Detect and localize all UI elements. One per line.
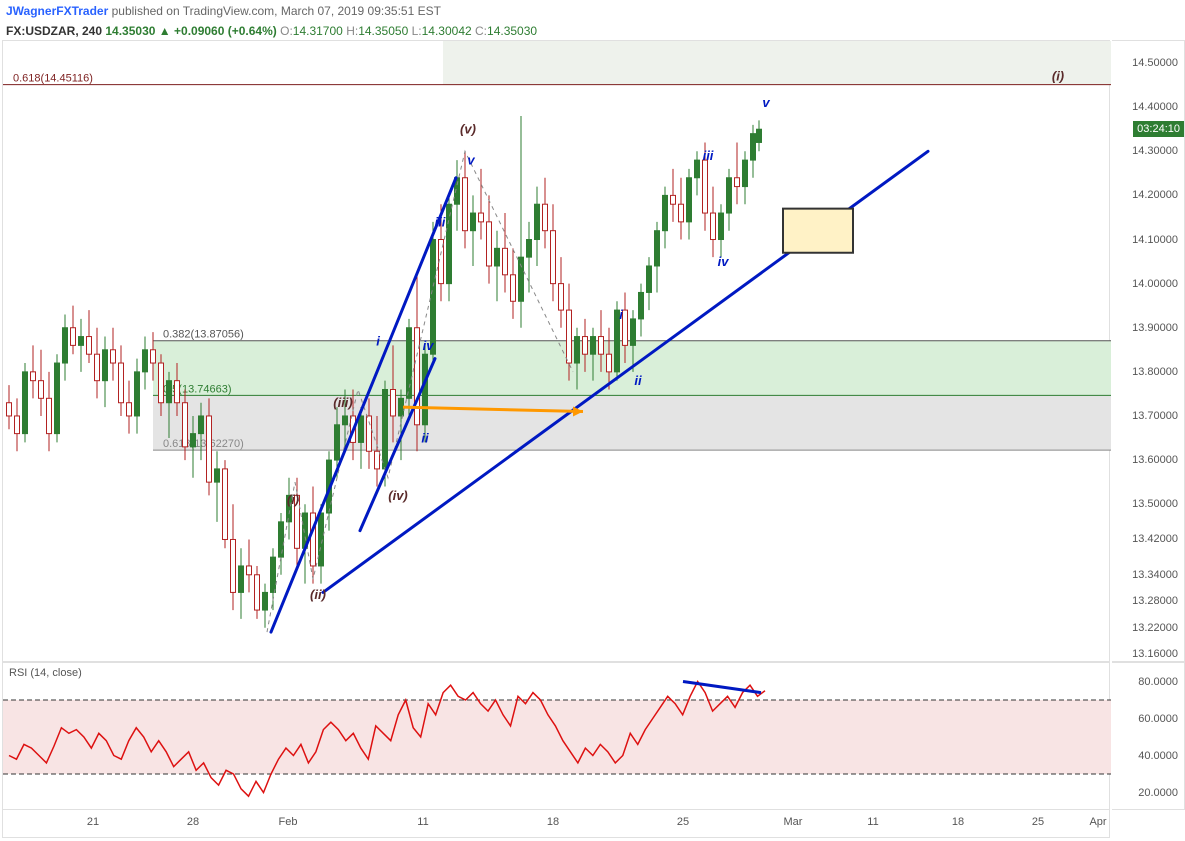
time-tick: Feb	[279, 816, 298, 828]
price-tick: 13.70000	[1132, 410, 1178, 422]
svg-text:iv: iv	[718, 254, 730, 269]
svg-text:(iv): (iv)	[388, 488, 408, 503]
rsi-tick: 20.0000	[1138, 787, 1178, 799]
author-link[interactable]: JWagnerFXTrader	[6, 4, 108, 18]
price-tick: 13.80000	[1132, 366, 1178, 378]
change: +0.09060 (+0.64%)	[174, 24, 277, 38]
time-tick: 21	[87, 816, 99, 828]
symbol: FX:USDZAR, 240	[6, 24, 102, 38]
publish-text: published on TradingView.com, March 07, …	[108, 4, 441, 18]
svg-text:0.618(13.62270): 0.618(13.62270)	[163, 438, 244, 450]
svg-text:ii: ii	[634, 373, 642, 388]
countdown-badge: 03:24:10	[1133, 121, 1184, 137]
svg-text:v: v	[762, 95, 770, 110]
ohlc-label: H:	[346, 24, 358, 38]
time-tick: 11	[867, 816, 878, 828]
price-tick: 14.20000	[1132, 189, 1178, 201]
svg-text:(ii): (ii)	[310, 587, 326, 602]
svg-text:(i): (i)	[1052, 69, 1064, 84]
ohlc-label: O:	[280, 24, 293, 38]
price-chart[interactable]: 0.618(14.45116) 0.382(13.87056) 0.5(13.746…	[2, 40, 1110, 662]
price-tick: 14.10000	[1132, 234, 1178, 246]
high: 14.35050	[358, 24, 408, 38]
ohlc-label: L:	[412, 24, 422, 38]
svg-text:ii: ii	[421, 430, 429, 445]
svg-text:iii: iii	[703, 148, 714, 163]
svg-text:0.618(14.45116): 0.618(14.45116)	[13, 73, 93, 85]
last-price: 14.35030	[105, 24, 155, 38]
svg-text:0.382(13.87056): 0.382(13.87056)	[163, 329, 244, 341]
publish-header: JWagnerFXTrader published on TradingView…	[6, 4, 441, 18]
price-tick: 13.28000	[1132, 595, 1178, 607]
time-tick: 28	[187, 816, 199, 828]
open: 14.31700	[293, 24, 343, 38]
price-tick: 14.30000	[1132, 145, 1178, 157]
time-axis[interactable]: 21 28 Feb 11 18 25 Mar 11 18 25 Apr	[2, 810, 1110, 838]
svg-text:(iii): (iii)	[333, 395, 353, 410]
price-tick: 13.60000	[1132, 454, 1178, 466]
svg-text:iii: iii	[435, 214, 446, 229]
rsi-axis[interactable]: 80.0000 60.0000 40.0000 20.0000	[1112, 662, 1185, 810]
time-tick: 18	[547, 816, 559, 828]
up-arrow-icon: ▲	[159, 24, 171, 38]
low: 14.30042	[422, 24, 472, 38]
svg-text:v: v	[467, 153, 475, 168]
close: 14.35030	[487, 24, 537, 38]
rsi-tick: 60.0000	[1138, 713, 1178, 725]
time-tick: 25	[1032, 816, 1044, 828]
price-tick: 14.50000	[1132, 57, 1178, 69]
ohlc-label: C:	[475, 24, 487, 38]
rsi-chart[interactable]: RSI (14, close)	[2, 662, 1110, 810]
price-axis[interactable]: 14.50000 14.40000 14.30000 14.20000 14.10000…	[1112, 40, 1185, 662]
price-tick: 13.42000	[1132, 533, 1178, 545]
price-tick: 14.40000	[1132, 101, 1178, 113]
price-tick: 13.90000	[1132, 322, 1178, 334]
price-tick: 13.34000	[1132, 569, 1178, 581]
time-tick: Apr	[1089, 816, 1106, 828]
svg-text:(i): (i)	[287, 492, 299, 507]
price-tick: 14.00000	[1132, 278, 1178, 290]
time-tick: 25	[677, 816, 689, 828]
symbol-info: FX:USDZAR, 240 14.35030 ▲ +0.09060 (+0.6…	[6, 24, 537, 38]
svg-text:iv: iv	[423, 338, 435, 353]
time-tick: 11	[417, 816, 428, 828]
rsi-tick: 40.0000	[1138, 750, 1178, 762]
rsi-tick: 80.0000	[1138, 676, 1178, 688]
time-tick: 18	[952, 816, 964, 828]
price-tick: 13.16000	[1132, 648, 1178, 660]
price-tick: 13.22000	[1132, 622, 1178, 634]
svg-text:i: i	[619, 307, 623, 322]
price-tick: 13.50000	[1132, 498, 1178, 510]
svg-text:(v): (v)	[460, 122, 476, 137]
time-tick: Mar	[784, 816, 803, 828]
svg-text:0.5(13.74663): 0.5(13.74663)	[163, 383, 232, 395]
svg-text:i: i	[376, 333, 380, 348]
